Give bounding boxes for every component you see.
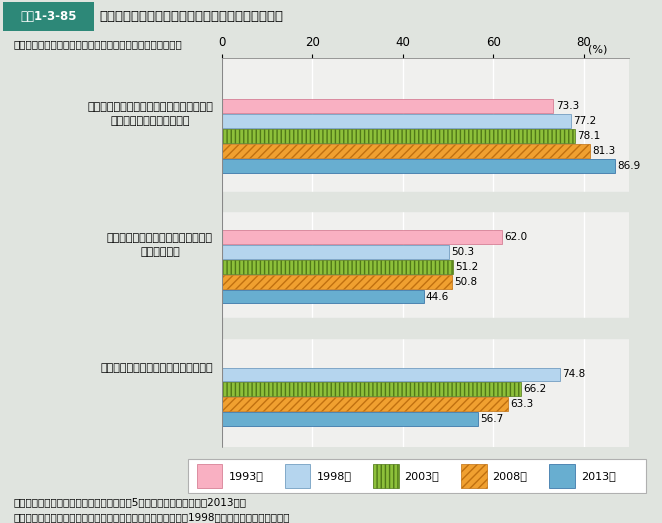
Text: 44.6: 44.6 <box>426 291 449 302</box>
Bar <box>222 382 521 396</box>
Bar <box>222 144 590 158</box>
Text: 63.3: 63.3 <box>510 399 534 409</box>
Text: 資料：国立社会保障・人口問題研究所「第5回全国家庭動向調査」（2013年）: 資料：国立社会保障・人口問題研究所「第5回全国家庭動向調査」（2013年） <box>13 497 246 507</box>
Bar <box>222 319 629 338</box>
Bar <box>222 260 453 274</box>
Text: 年をとった親は子ども夫婦と一緒に
暮らすべきだ: 年をとった親は子ども夫婦と一緒に 暮らすべきだ <box>107 233 213 257</box>
Text: 2013年: 2013年 <box>581 471 616 481</box>
Bar <box>222 129 575 143</box>
Text: 73.3: 73.3 <box>555 101 579 111</box>
Text: 66.2: 66.2 <box>524 384 547 394</box>
Bar <box>222 99 553 113</box>
Text: 2008年: 2008年 <box>493 471 528 481</box>
Text: 86.9: 86.9 <box>617 161 640 170</box>
Bar <box>222 275 451 289</box>
Text: 1993年: 1993年 <box>228 471 263 481</box>
Text: 50.3: 50.3 <box>451 247 475 257</box>
Bar <box>197 464 222 487</box>
Text: 56.7: 56.7 <box>481 414 504 424</box>
Bar <box>222 114 571 128</box>
Text: 50.8: 50.8 <box>454 277 477 287</box>
Bar <box>222 290 424 303</box>
Text: 夫や妻は自分達のことを多少犠牲にしても
子どものことを優先すべき: 夫や妻は自分達のことを多少犠牲にしても 子どものことを優先すべき <box>87 103 213 126</box>
FancyBboxPatch shape <box>3 2 94 31</box>
Bar <box>285 464 310 487</box>
Bar <box>222 397 508 411</box>
Text: 51.2: 51.2 <box>455 262 479 272</box>
Bar <box>373 464 399 487</box>
Bar <box>222 192 629 211</box>
Bar <box>222 368 560 381</box>
Bar <box>222 230 502 244</box>
Text: 親世代・子ども世代との関係についての意識の推移: 親世代・子ども世代との関係についての意識の推移 <box>99 10 283 23</box>
Text: 1998年: 1998年 <box>316 471 352 481</box>
Text: 2003年: 2003年 <box>404 471 440 481</box>
Bar <box>549 464 575 487</box>
Text: 81.3: 81.3 <box>592 146 615 156</box>
Text: 図表1-3-85: 図表1-3-85 <box>20 10 77 23</box>
Bar <box>222 412 478 426</box>
Text: (%): (%) <box>589 44 608 54</box>
Text: 77.2: 77.2 <box>573 116 596 126</box>
Text: 78.1: 78.1 <box>577 131 600 141</box>
Text: 74.8: 74.8 <box>563 369 586 380</box>
Text: 62.0: 62.0 <box>504 232 528 242</box>
FancyBboxPatch shape <box>188 459 645 493</box>
Text: 年老いた親の介護は家族が担うべきだ: 年老いた親の介護は家族が担うべきだ <box>100 362 213 372</box>
Text: 「まったく賛成」「どちらかといえば賛成」とした人の割合: 「まったく賛成」「どちらかといえば賛成」とした人の割合 <box>13 39 182 50</box>
Bar <box>222 245 449 259</box>
Bar <box>461 464 487 487</box>
Bar <box>222 159 615 173</box>
Text: （注）　「年老いた親の介護は家族が担うべきだ」については1998年の調査から追加された。: （注） 「年老いた親の介護は家族が担うべきだ」については1998年の調査から追加… <box>13 512 290 522</box>
